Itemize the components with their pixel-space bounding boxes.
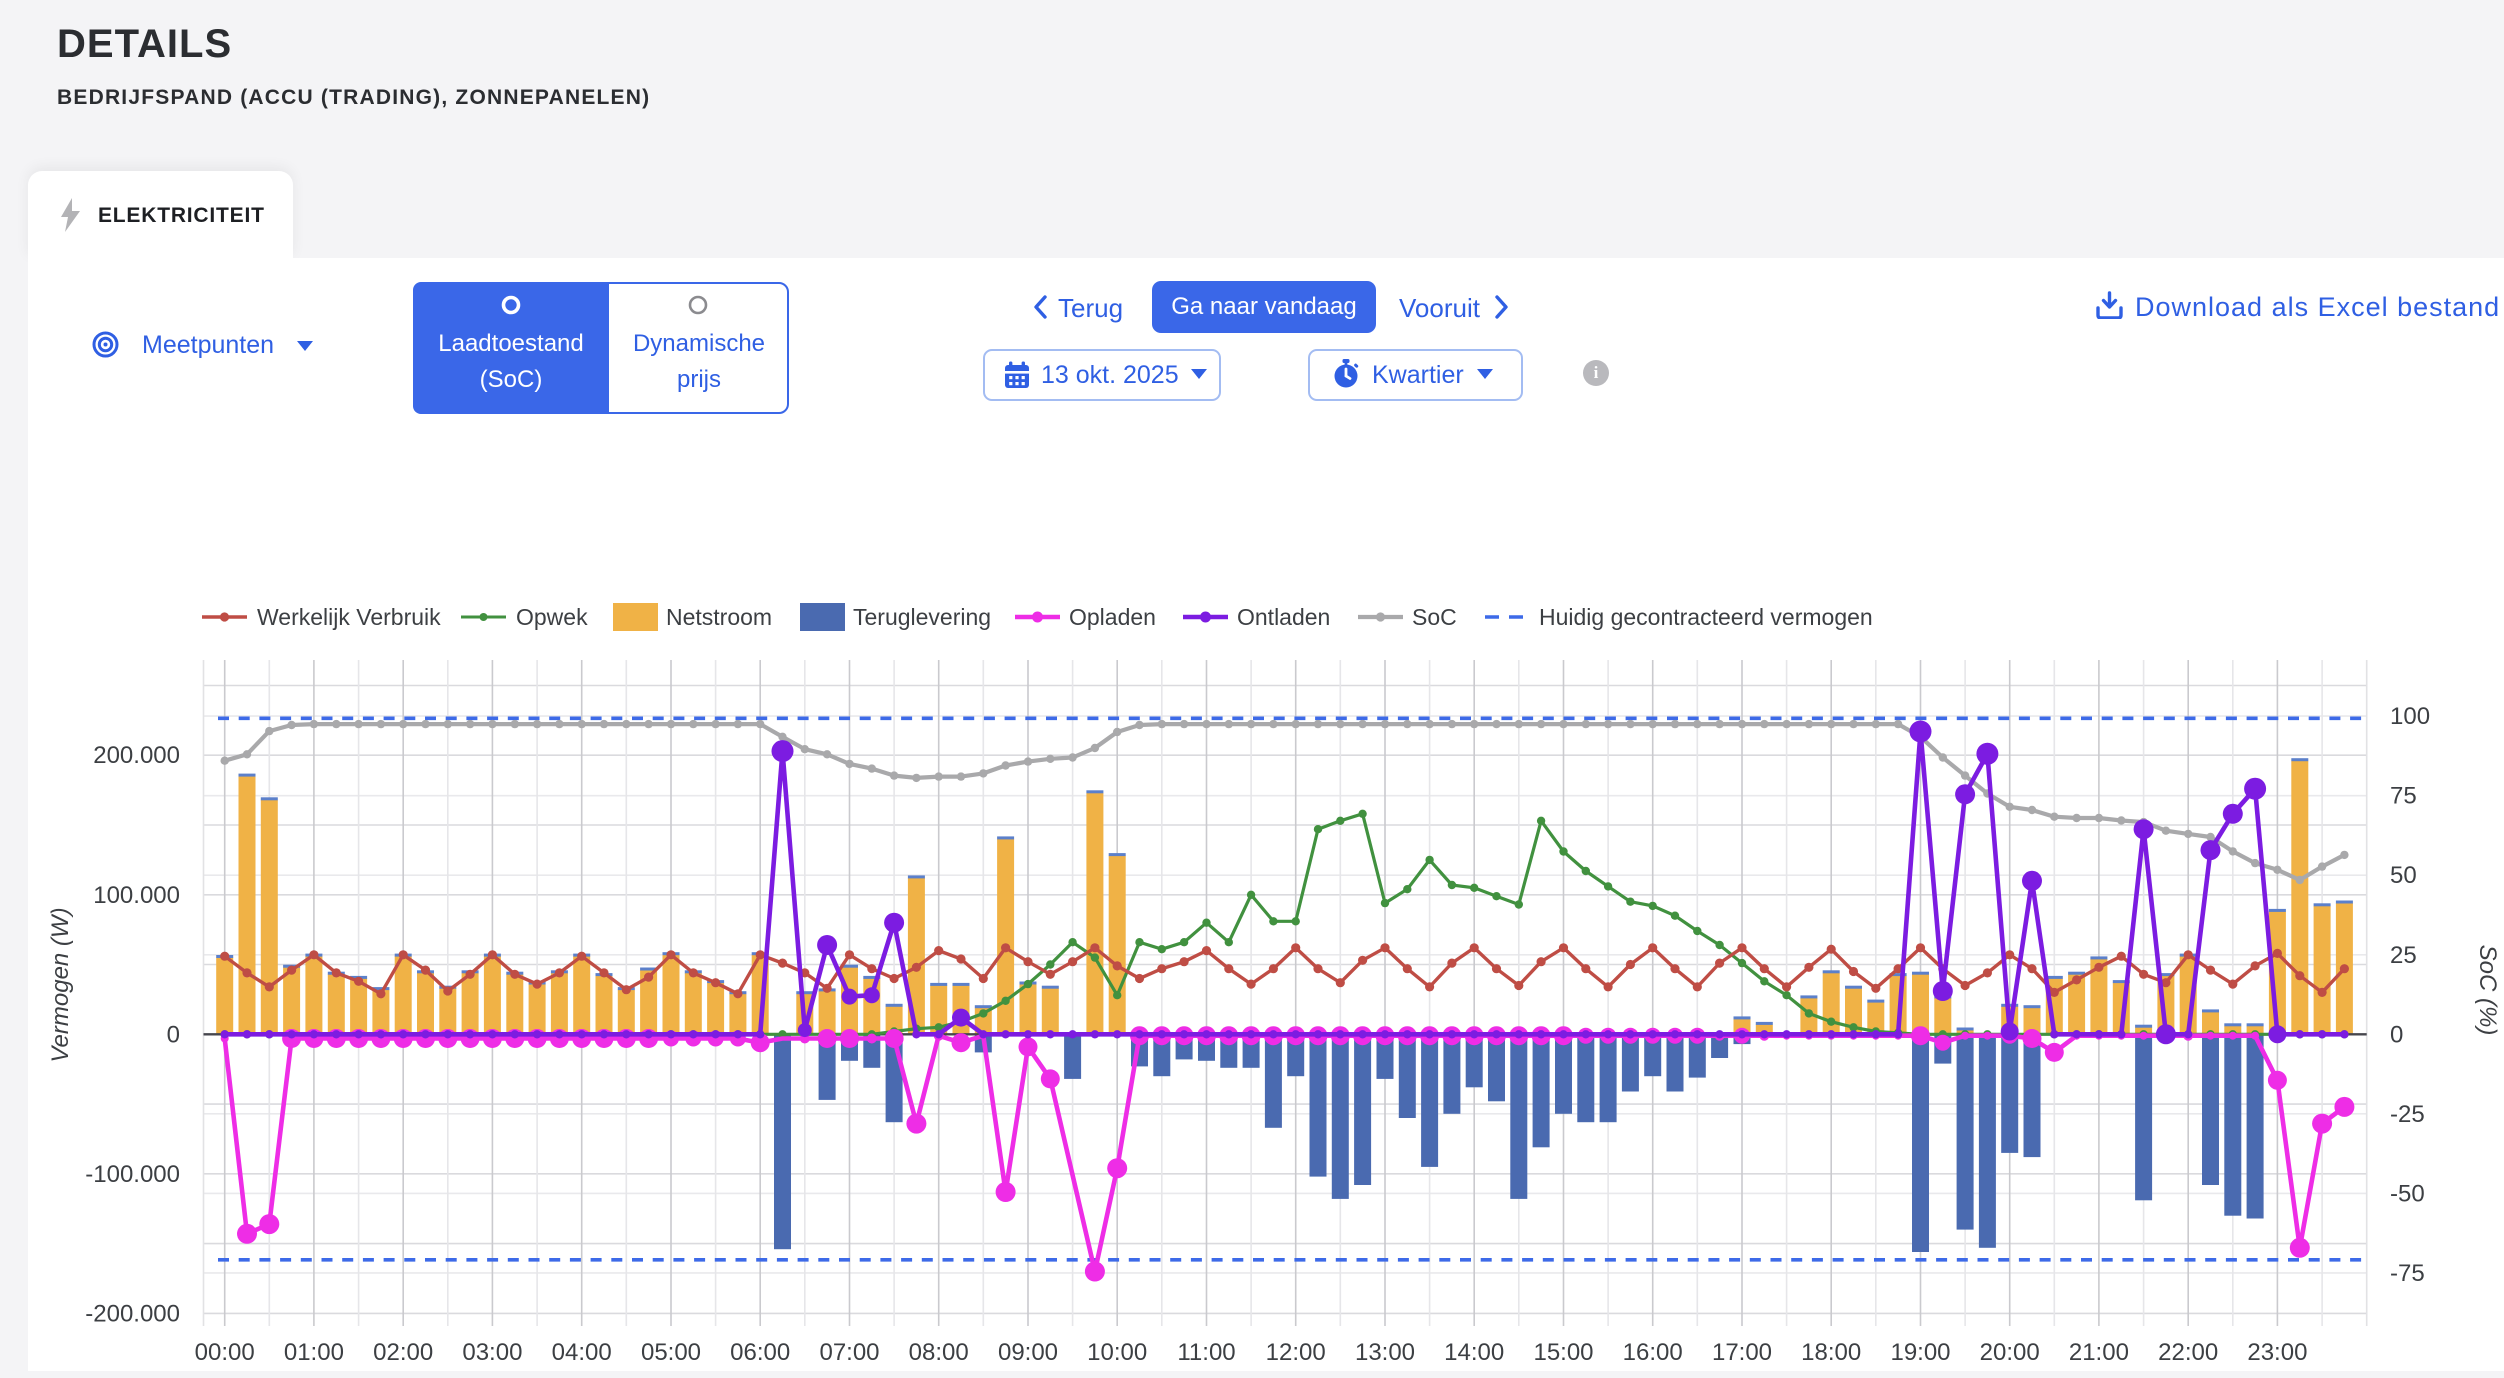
svg-text:22:00: 22:00 [2158, 1339, 2218, 1366]
svg-text:SoC (%): SoC (%) [2474, 945, 2501, 1036]
svg-text:0: 0 [2390, 1021, 2403, 1048]
svg-text:-75: -75 [2390, 1260, 2425, 1287]
svg-text:20:00: 20:00 [1980, 1339, 2040, 1366]
svg-text:Huidig gecontracteerd vermogen: Huidig gecontracteerd vermogen [1539, 604, 1873, 630]
svg-text:00:00: 00:00 [195, 1339, 255, 1366]
svg-text:11:00: 11:00 [1177, 1339, 1235, 1366]
svg-text:13:00: 13:00 [1355, 1339, 1415, 1366]
svg-text:-100.000: -100.000 [85, 1161, 180, 1188]
svg-text:05:00: 05:00 [641, 1339, 701, 1366]
svg-text:SoC: SoC [1412, 604, 1457, 630]
svg-text:19:00: 19:00 [1890, 1339, 1950, 1366]
svg-text:-50: -50 [2390, 1180, 2425, 1207]
svg-text:21:00: 21:00 [2069, 1339, 2129, 1366]
svg-text:Ontladen: Ontladen [1237, 604, 1330, 630]
svg-text:01:00: 01:00 [284, 1339, 344, 1366]
svg-text:14:00: 14:00 [1444, 1339, 1504, 1366]
svg-text:Teruglevering: Teruglevering [853, 604, 991, 630]
svg-text:75: 75 [2390, 783, 2417, 810]
svg-text:16:00: 16:00 [1623, 1339, 1683, 1366]
svg-text:25: 25 [2390, 942, 2417, 969]
svg-text:100.000: 100.000 [93, 882, 180, 909]
svg-text:Vermogen (W): Vermogen (W) [47, 907, 74, 1062]
svg-text:07:00: 07:00 [819, 1339, 879, 1366]
svg-text:Opladen: Opladen [1069, 604, 1156, 630]
svg-text:50: 50 [2390, 862, 2417, 889]
svg-text:12:00: 12:00 [1266, 1339, 1326, 1366]
svg-text:0: 0 [167, 1021, 180, 1048]
svg-text:04:00: 04:00 [552, 1339, 612, 1366]
svg-text:Opwek: Opwek [516, 604, 588, 630]
svg-text:08:00: 08:00 [909, 1339, 969, 1366]
svg-text:Werkelijk Verbruik: Werkelijk Verbruik [257, 604, 441, 630]
svg-text:100: 100 [2390, 703, 2430, 730]
svg-text:23:00: 23:00 [2247, 1339, 2307, 1366]
svg-text:15:00: 15:00 [1533, 1339, 1593, 1366]
svg-text:-25: -25 [2390, 1101, 2425, 1128]
svg-text:-200.000: -200.000 [85, 1300, 180, 1327]
svg-text:06:00: 06:00 [730, 1339, 790, 1366]
svg-text:18:00: 18:00 [1801, 1339, 1861, 1366]
svg-text:17:00: 17:00 [1712, 1339, 1772, 1366]
svg-text:Netstroom: Netstroom [666, 604, 772, 630]
svg-text:10:00: 10:00 [1087, 1339, 1147, 1366]
svg-text:02:00: 02:00 [373, 1339, 433, 1366]
svg-text:200.000: 200.000 [93, 742, 180, 769]
svg-text:09:00: 09:00 [998, 1339, 1058, 1366]
svg-text:03:00: 03:00 [462, 1339, 522, 1366]
